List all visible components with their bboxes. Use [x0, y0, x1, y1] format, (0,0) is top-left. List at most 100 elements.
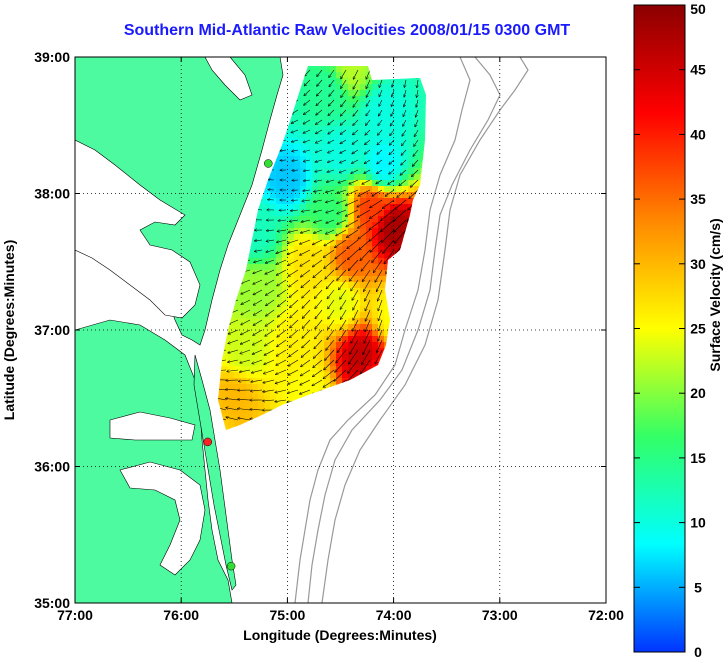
velocity-cell	[324, 360, 331, 367]
velocity-cell	[270, 198, 277, 205]
velocity-cell	[324, 126, 331, 133]
velocity-cell	[372, 192, 379, 199]
velocity-cell	[342, 354, 349, 361]
velocity-cell	[246, 342, 253, 349]
velocity-arrow	[401, 159, 407, 165]
velocity-cell	[228, 342, 235, 349]
velocity-cell	[312, 276, 319, 283]
velocity-cell	[282, 330, 289, 337]
velocity-cell	[240, 420, 247, 427]
velocity-cell	[354, 270, 361, 277]
velocity-cell	[378, 90, 385, 97]
velocity-arrow	[362, 349, 371, 364]
velocity-cell	[258, 246, 265, 253]
velocity-cell	[264, 294, 271, 301]
velocity-cell	[366, 360, 373, 367]
velocity-cell	[252, 414, 259, 421]
velocity-cell	[288, 156, 295, 163]
velocity-cell	[282, 312, 289, 319]
velocity-cell	[294, 210, 301, 217]
velocity-cell	[366, 192, 373, 199]
velocity-cell	[390, 240, 397, 247]
velocity-cell	[396, 210, 403, 217]
velocity-cell	[348, 222, 355, 229]
velocity-cell	[330, 240, 337, 247]
velocity-arrow	[292, 160, 299, 161]
velocity-cell	[354, 336, 361, 343]
velocity-cell	[318, 108, 325, 115]
velocity-cell	[294, 390, 301, 397]
velocity-cell	[312, 258, 319, 265]
velocity-cell	[360, 162, 367, 169]
velocity-cell	[366, 324, 373, 331]
velocity-cell	[330, 66, 337, 73]
bathymetry-contours	[294, 57, 529, 603]
velocity-cell	[348, 84, 355, 91]
velocity-cell	[300, 318, 307, 325]
velocity-arrow	[226, 417, 239, 421]
velocity-cell	[324, 234, 331, 241]
velocity-cell	[318, 354, 325, 361]
velocity-cell	[360, 84, 367, 91]
velocity-arrow	[365, 149, 371, 154]
x-axis-label: Longitude (Degrees:Minutes)	[243, 627, 437, 643]
velocity-cell	[282, 234, 289, 241]
velocity-arrow	[302, 200, 311, 201]
velocity-cell	[342, 144, 349, 151]
velocity-cell	[294, 126, 301, 133]
velocity-cell	[306, 288, 313, 295]
velocity-cell	[324, 174, 331, 181]
velocity-cell	[366, 138, 373, 145]
velocity-cell	[270, 378, 277, 385]
velocity-cell	[396, 144, 403, 151]
velocity-cell	[360, 192, 367, 199]
velocity-cell	[258, 282, 265, 289]
velocity-cell	[252, 276, 259, 283]
velocity-cell	[372, 216, 379, 223]
velocity-arrow	[328, 149, 335, 153]
velocity-cell	[384, 324, 391, 331]
velocity-cell	[354, 312, 361, 319]
velocity-cell	[318, 264, 325, 271]
velocity-cell	[396, 150, 403, 157]
velocity-cell	[318, 312, 325, 319]
velocity-cell	[420, 90, 426, 97]
velocity-cell	[408, 198, 415, 205]
velocity-cell	[360, 156, 367, 163]
velocity-cell	[246, 294, 253, 301]
velocity-cell	[228, 354, 235, 361]
velocity-arrow	[301, 359, 311, 367]
velocity-cell	[330, 204, 337, 211]
velocity-cell	[366, 276, 373, 283]
velocity-cell	[336, 294, 343, 301]
velocity-arrow	[400, 169, 407, 175]
velocity-cell	[348, 300, 355, 307]
velocity-cell	[288, 234, 295, 241]
velocity-cell	[228, 330, 235, 337]
velocity-cell	[366, 198, 373, 205]
velocity-cell	[294, 360, 301, 367]
velocity-cell	[246, 414, 253, 421]
velocity-cell	[402, 186, 409, 193]
velocity-cell	[252, 264, 259, 271]
radar-station-marker	[203, 437, 212, 447]
velocity-cell	[330, 222, 337, 229]
velocity-cell	[384, 246, 391, 253]
velocity-arrow	[404, 89, 407, 97]
velocity-cell	[372, 138, 379, 145]
velocity-cell	[354, 72, 361, 79]
velocity-cell	[342, 120, 349, 127]
velocity-arrow	[315, 309, 323, 319]
velocity-arrow	[288, 259, 299, 265]
velocity-arrow	[347, 189, 359, 195]
velocity-cell	[408, 138, 415, 145]
velocity-cell	[300, 216, 307, 223]
velocity-cell	[270, 282, 277, 289]
velocity-cell	[324, 240, 331, 247]
velocity-cell	[300, 132, 307, 139]
velocity-arrow	[328, 129, 335, 134]
velocity-cell	[324, 324, 331, 331]
velocity-cell	[288, 144, 295, 151]
velocity-cell	[288, 240, 295, 247]
